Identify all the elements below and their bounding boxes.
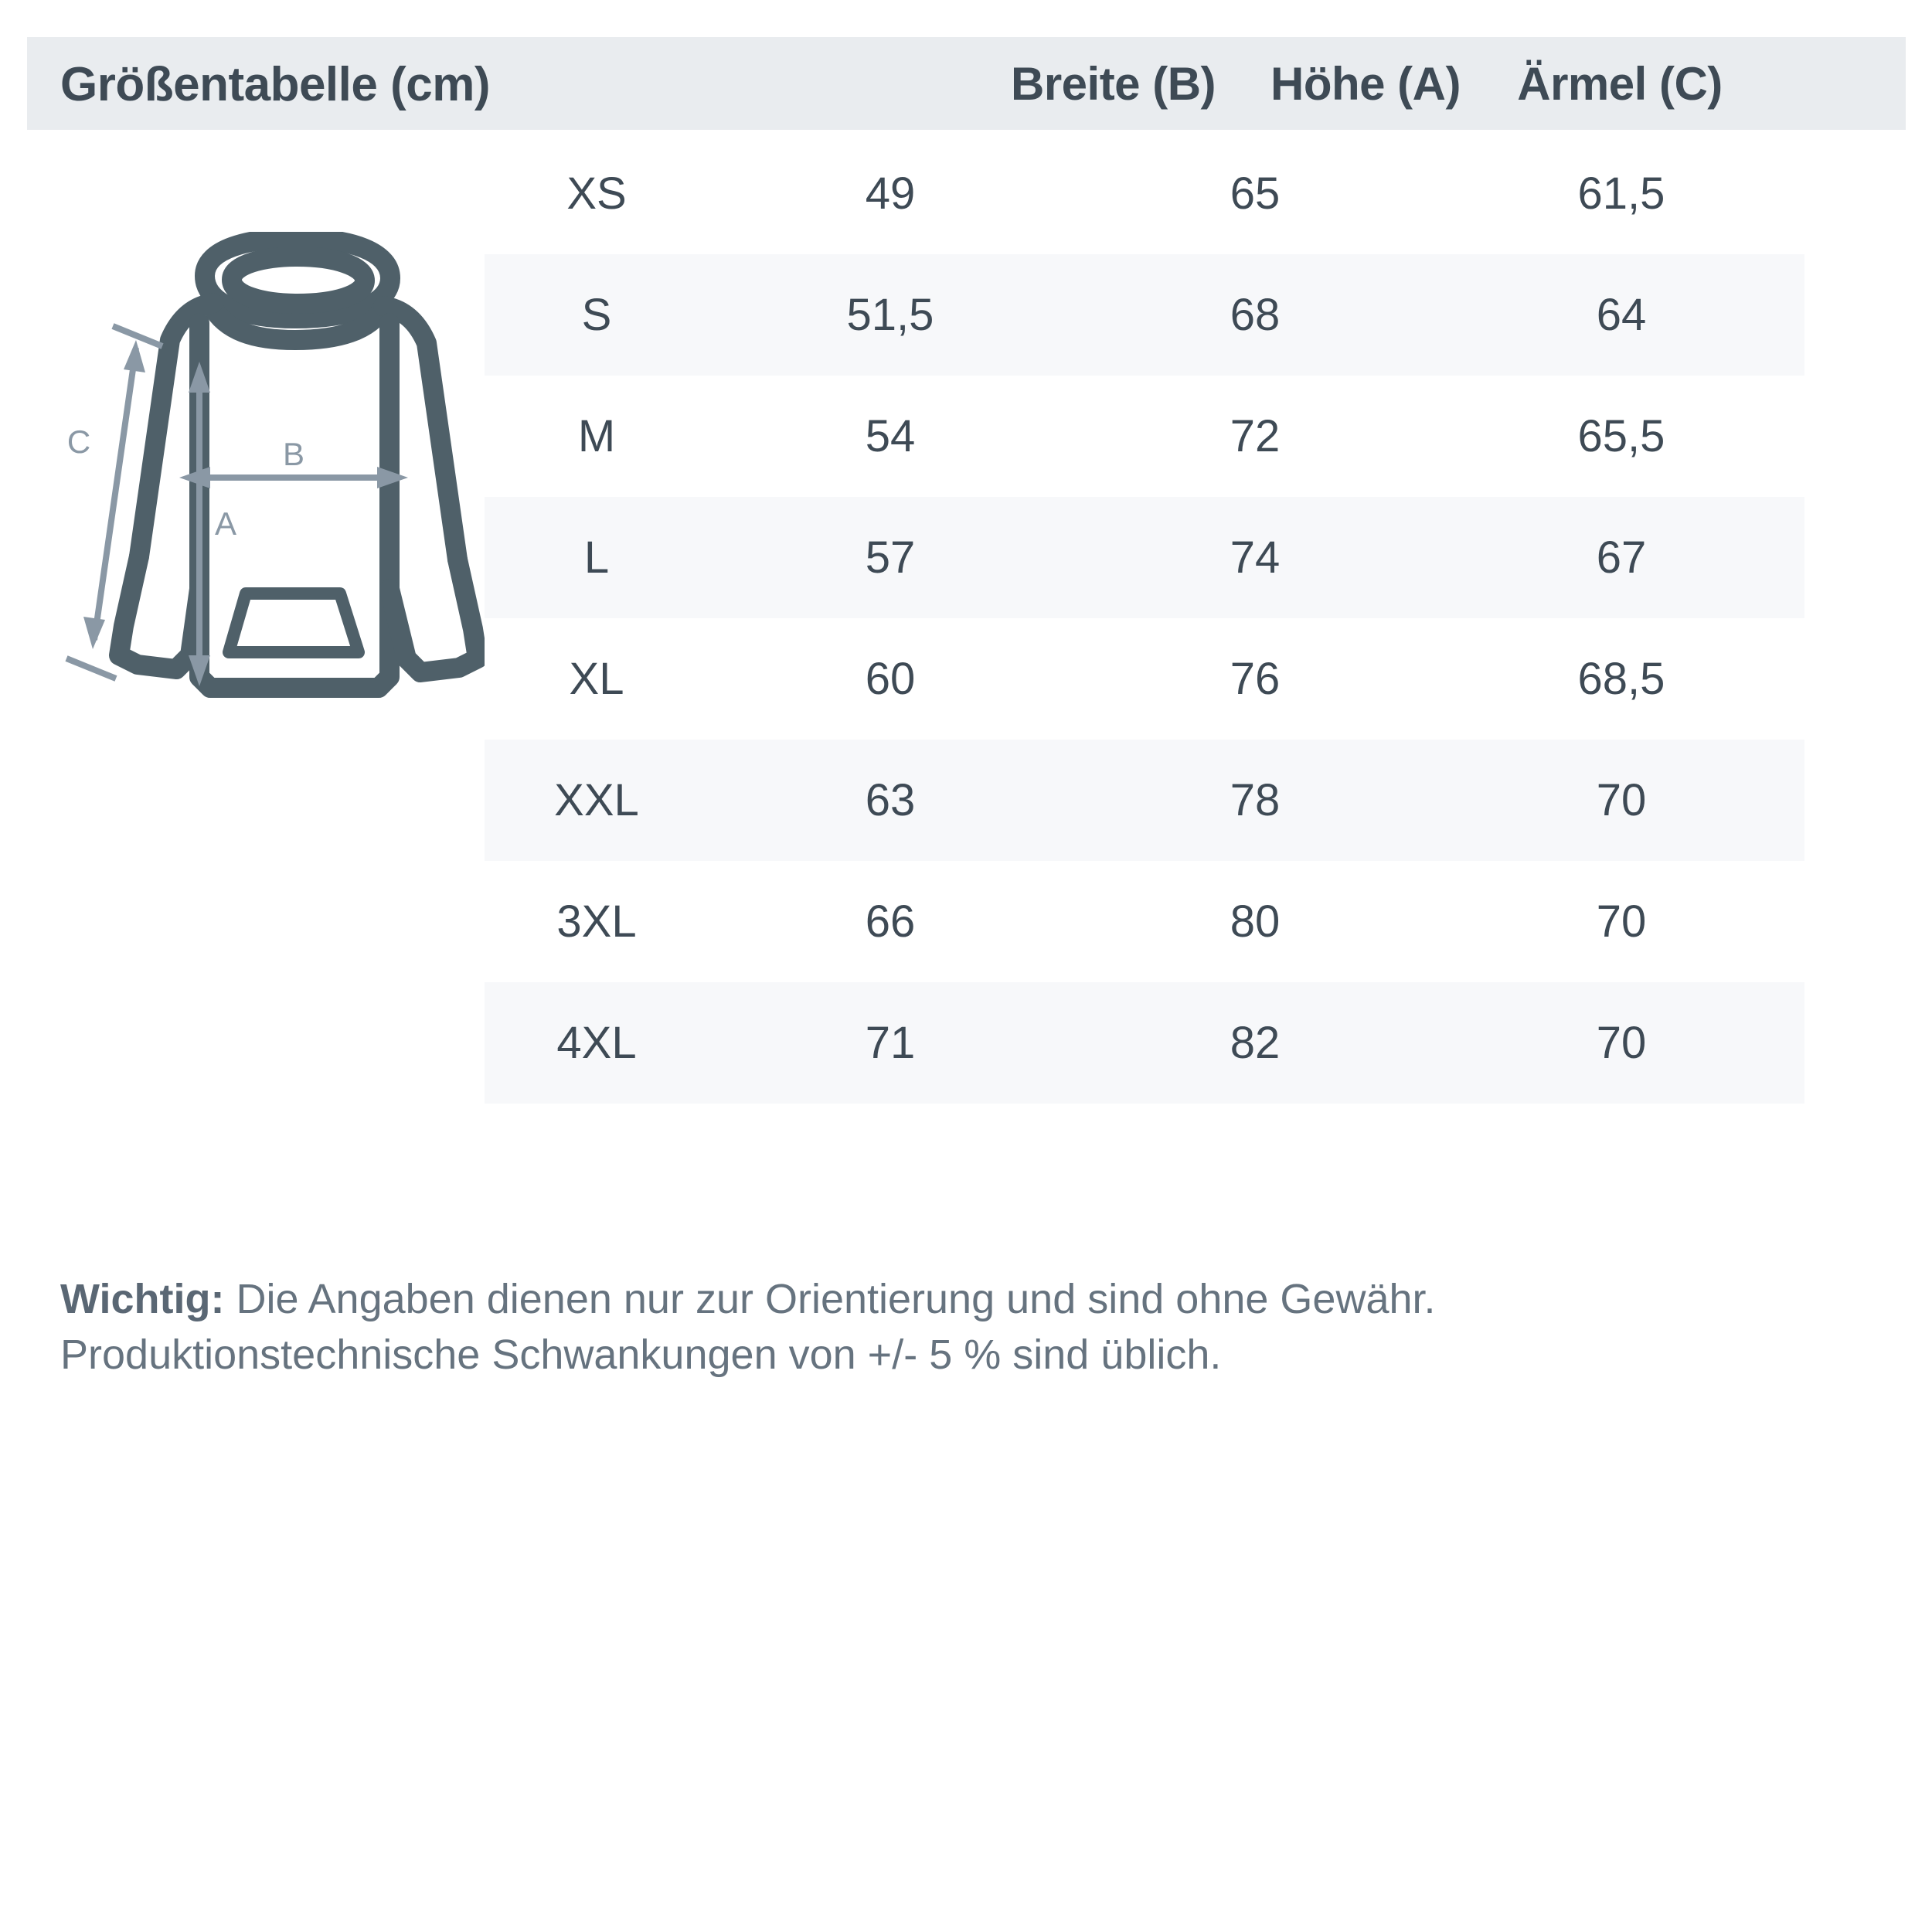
hood-inner xyxy=(222,247,375,314)
neckline xyxy=(202,296,393,350)
width-label-b: B xyxy=(283,436,304,472)
table-row: 3XL 66 80 70 xyxy=(485,861,1804,982)
cell-size: M xyxy=(485,376,709,497)
column-header-breite: Breite (B) xyxy=(1010,58,1216,110)
table-row: XXL 63 78 70 xyxy=(485,740,1804,861)
size-table-body: XS 49 65 61,5 S 51,5 68 64 M 54 72 65,5 xyxy=(485,133,1804,1104)
height-arrow-head-top xyxy=(189,362,210,393)
kangaroo-pocket xyxy=(223,587,365,658)
size-table: XS 49 65 61,5 S 51,5 68 64 M 54 72 65,5 xyxy=(485,133,1804,1104)
sleeve-measure-line xyxy=(91,347,139,641)
cell-hoehe: 68 xyxy=(1072,254,1438,376)
cell-aermel: 70 xyxy=(1438,982,1804,1104)
cell-hoehe: 80 xyxy=(1072,861,1438,982)
cell-aermel: 70 xyxy=(1438,861,1804,982)
sleeve-label-c: C xyxy=(67,423,90,460)
header-band xyxy=(27,37,1906,130)
cell-breite: 51,5 xyxy=(709,254,1072,376)
cell-hoehe: 74 xyxy=(1072,497,1438,618)
hoodie-illustration: C A B xyxy=(46,232,495,819)
sleeve-arrow-head-top xyxy=(124,340,145,372)
sleeve-tick-bottom xyxy=(65,655,117,682)
cell-aermel: 68,5 xyxy=(1438,618,1804,740)
cell-breite: 71 xyxy=(709,982,1072,1104)
footnote-emphasis: Wichtig: xyxy=(60,1276,225,1322)
width-arrow-head-left xyxy=(179,467,210,488)
measurement-arrows xyxy=(65,323,408,686)
cell-hoehe: 78 xyxy=(1072,740,1438,861)
sleeve-arrow-head-bottom xyxy=(83,617,105,649)
cell-aermel: 67 xyxy=(1438,497,1804,618)
cell-size: L xyxy=(485,497,709,618)
cell-aermel: 70 xyxy=(1438,740,1804,861)
cell-size: 3XL xyxy=(485,861,709,982)
cell-breite: 66 xyxy=(709,861,1072,982)
cell-size: XL xyxy=(485,618,709,740)
size-table-container: XS 49 65 61,5 S 51,5 68 64 M 54 72 65,5 xyxy=(485,133,1804,1104)
table-row: L 57 74 67 xyxy=(485,497,1804,618)
column-headers: Breite (B) Höhe (A) Ärmel (C) xyxy=(794,57,1892,113)
cell-size: XS xyxy=(485,133,709,254)
cell-breite: 49 xyxy=(709,133,1072,254)
cell-breite: 54 xyxy=(709,376,1072,497)
cell-size: 4XL xyxy=(485,982,709,1104)
right-shoulder-seam xyxy=(373,296,468,570)
cell-hoehe: 65 xyxy=(1072,133,1438,254)
height-label-a: A xyxy=(215,505,236,542)
footnote: Wichtig: Die Angaben dienen nur zur Orie… xyxy=(60,1271,1861,1383)
table-row: 4XL 71 82 70 xyxy=(485,982,1804,1104)
cell-aermel: 61,5 xyxy=(1438,133,1804,254)
cell-hoehe: 82 xyxy=(1072,982,1438,1104)
footnote-line-2: Produktionstechnische Schwankungen von +… xyxy=(60,1332,1222,1379)
table-row: M 54 72 65,5 xyxy=(485,376,1804,497)
hoodie-diagram-svg: C A B xyxy=(65,232,488,698)
height-arrow-head-bottom xyxy=(189,655,210,686)
cell-size: XXL xyxy=(485,740,709,861)
footnote-line-1: Die Angaben dienen nur zur Orientierung … xyxy=(224,1276,1436,1322)
cell-breite: 60 xyxy=(709,618,1072,740)
cell-aermel: 65,5 xyxy=(1438,376,1804,497)
column-header-hoehe: Höhe (A) xyxy=(1270,58,1461,110)
cell-breite: 57 xyxy=(709,497,1072,618)
cell-breite: 63 xyxy=(709,740,1072,861)
cell-aermel: 64 xyxy=(1438,254,1804,376)
width-arrow-head-right xyxy=(377,467,408,488)
cell-size: S xyxy=(485,254,709,376)
right-sleeve xyxy=(379,549,488,682)
table-row: XL 60 76 68,5 xyxy=(485,618,1804,740)
sleeve-tick-top xyxy=(111,323,164,349)
table-row: S 51,5 68 64 xyxy=(485,254,1804,376)
hood-outer xyxy=(195,232,400,328)
page-title: Größentabelle (cm) xyxy=(60,58,491,111)
column-header-aermel: Ärmel (C) xyxy=(1517,58,1723,110)
left-sleeve xyxy=(109,546,209,679)
cell-hoehe: 76 xyxy=(1072,618,1438,740)
table-row: XS 49 65 61,5 xyxy=(485,133,1804,254)
left-shoulder-seam xyxy=(129,293,223,566)
cell-hoehe: 72 xyxy=(1072,376,1438,497)
